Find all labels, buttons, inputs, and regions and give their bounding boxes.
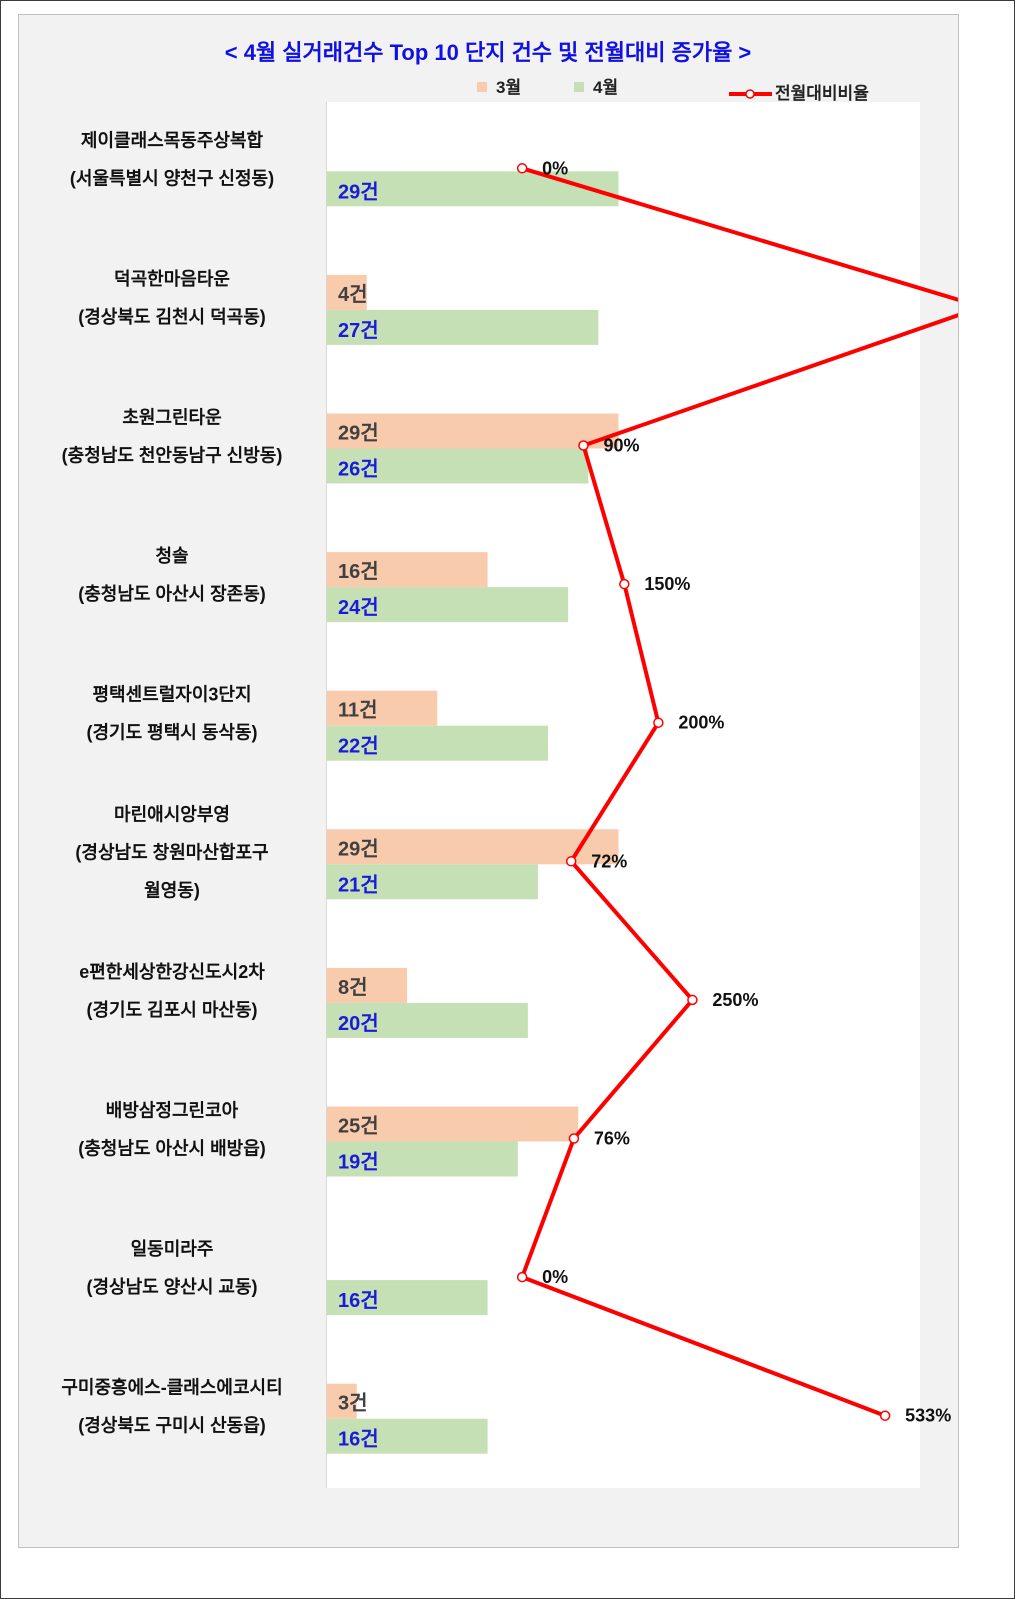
legend: 3월 4월 전월대비비율 [477, 78, 869, 103]
bar-march [326, 413, 619, 449]
ratio-label: 0% [542, 158, 568, 178]
legend-marker-ratio [745, 89, 755, 99]
ratio-label: 76% [594, 1129, 630, 1149]
bar-march [326, 690, 438, 726]
ratio-label: 533% [905, 1406, 951, 1426]
ratio-point [578, 440, 589, 451]
data-label-april: 16건 [338, 1428, 379, 1451]
ratio-point [653, 717, 664, 728]
data-label-march: 25건 [338, 1115, 379, 1138]
ratio-label: 0% [542, 1267, 568, 1287]
ratio-label: 150% [644, 574, 690, 594]
bar-march [326, 1383, 357, 1419]
bar-march [326, 552, 488, 588]
data-label-april: 27건 [338, 319, 379, 342]
chart-title: < 4월 실거래건수 Top 10 단지 건수 및 전월대비 증가율 > [225, 40, 752, 65]
category-name: 평택센트럴자이3단지 [92, 684, 251, 705]
category-name: 덕곡한마음타운 [114, 269, 230, 289]
category-location: (경상북도 김천시 덕곡동) [78, 307, 266, 327]
legend-swatch-march [477, 82, 487, 92]
legend-label-ratio: 전월대비비율 [775, 84, 869, 103]
ratio-point [687, 994, 698, 1006]
bar-april [326, 1280, 488, 1316]
ratio-label: 250% [712, 990, 758, 1010]
category-name: 청솔 [155, 546, 188, 566]
data-label-march: 11건 [338, 699, 378, 722]
category-location: (서울특별시 양천구 신정동) [70, 168, 274, 188]
ratio-label: 90% [603, 436, 639, 456]
bar-march [326, 967, 408, 1003]
category-location: (경상북도 구미시 산동읍) [78, 1416, 266, 1436]
category-name: 마린애시앙부영 [114, 804, 230, 824]
bar-april [326, 1141, 518, 1177]
category-location: (충청남도 아산시 장존동) [78, 584, 266, 604]
data-label-april: 22건 [338, 735, 379, 758]
ratio-label: 72% [591, 851, 627, 871]
legend-swatch-april [574, 82, 584, 92]
ratio-line [520, 166, 958, 1418]
data-label-march: 29건 [338, 837, 379, 860]
chart: < 4월 실거래건수 Top 10 단지 건수 및 전월대비 증가율 > 3월 … [61, 40, 958, 1488]
bar-april [326, 1418, 488, 1454]
data-label-april: 21건 [338, 873, 379, 896]
bar-march [326, 1106, 579, 1142]
data-label-march: 4건 [338, 283, 368, 306]
bar-april [326, 864, 538, 900]
ratio-point [568, 1133, 580, 1144]
bar-april [326, 171, 619, 207]
ratio-label: 200% [678, 713, 724, 733]
bar-april [326, 448, 589, 484]
data-label-april: 24건 [338, 596, 379, 619]
ratio-point [516, 163, 528, 174]
legend-label-march: 3월 [496, 78, 521, 97]
bar-april [326, 309, 599, 345]
ratio-point [516, 1271, 528, 1283]
data-label-april: 26건 [338, 458, 379, 481]
data-label-march: 3건 [338, 1392, 368, 1415]
category-location: (경기도 평택시 동삭동) [86, 723, 257, 743]
category-name: 구미중흥에스-클래스에코시티 [61, 1377, 282, 1398]
category-location: (경기도 김포시 마산동) [86, 1000, 257, 1020]
ratio-point [879, 1410, 891, 1421]
chart-area: < 4월 실거래건수 Top 10 단지 건수 및 전월대비 증가율 > 3월 … [18, 14, 959, 1548]
category-name: 제이클래스목동주상복합 [81, 129, 264, 150]
data-label-april: 16건 [338, 1289, 379, 1312]
bar-april [326, 725, 549, 761]
data-label-april: 19건 [338, 1151, 379, 1174]
category-location-cont: 월영동) [144, 880, 200, 900]
bar-april [326, 587, 569, 623]
data-label-march: 29건 [338, 422, 379, 445]
ratio-line-layer: 0%675%90%150%200%72%250%76%0%533% [516, 158, 958, 1426]
bars-layer: 29건 4건 27건 29건 26건 16건 24건 11건 22건 29건 21건 8건 20건 25건… [326, 171, 619, 1454]
legend-label-april: 4월 [593, 78, 618, 97]
ratio-point [619, 578, 630, 590]
ratio-point [565, 856, 577, 867]
bar-april [326, 1002, 528, 1038]
data-label-march: 16건 [338, 560, 379, 583]
category-location: (충청남도 아산시 배방읍) [78, 1139, 266, 1159]
data-label-march: 8건 [338, 976, 368, 999]
bar-march [326, 274, 367, 310]
category-labels: 제이클래스목동주상복합 (서울특별시 양천구 신정동) 덕곡한마음타운 (경상북도 김… [61, 129, 282, 1435]
data-label-april: 20건 [338, 1012, 379, 1035]
category-location: (경상남도 양산시 교동) [86, 1277, 257, 1297]
data-label-april: 29건 [338, 180, 379, 203]
category-name: 초원그린타운 [122, 408, 221, 428]
category-location: (경상남도 창원마산합포구 [75, 841, 268, 862]
category-name: e편한세상한강신도시2차 [79, 962, 265, 982]
category-name: 일동미라주 [131, 1239, 214, 1259]
category-location: (충청남도 천안동남구 신방동) [62, 446, 283, 466]
category-name: 배방삼정그린코아 [106, 1101, 239, 1121]
